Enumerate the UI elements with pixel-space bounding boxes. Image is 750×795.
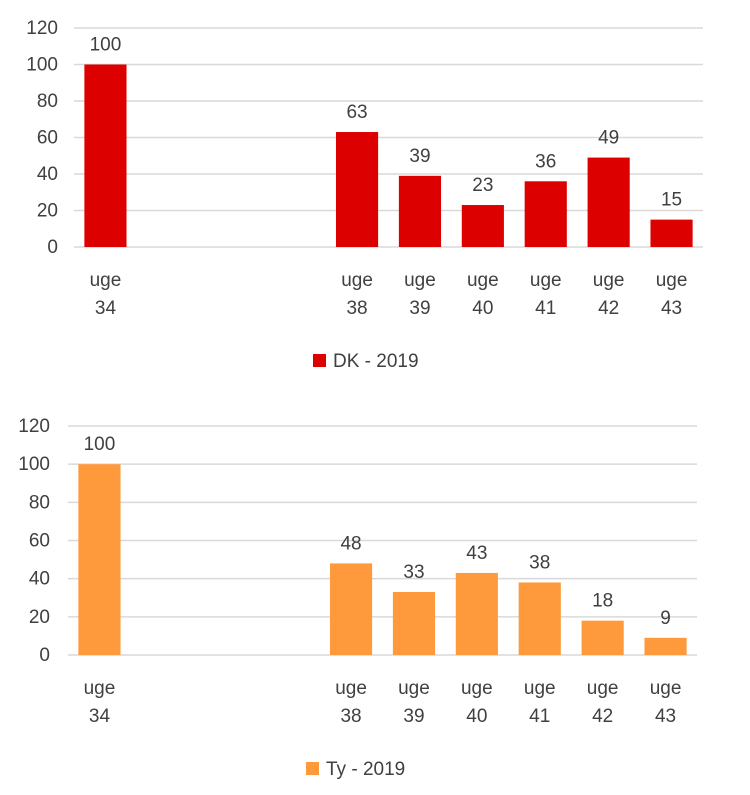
y-tick-label: 80: [37, 91, 58, 112]
y-tick-label: 40: [37, 164, 58, 185]
x-category-label: 39: [409, 298, 430, 319]
y-tick-label: 100: [26, 55, 58, 76]
x-category-label: uge: [90, 270, 122, 291]
x-category-label: 40: [466, 706, 487, 727]
y-tick-label: 0: [47, 237, 58, 258]
bar: [581, 620, 624, 655]
y-tick-label: 60: [37, 128, 58, 149]
bar: [587, 157, 630, 247]
x-category-label: uge: [335, 678, 367, 699]
data-label: 9: [660, 608, 671, 629]
y-tick-label: 120: [18, 416, 50, 437]
data-label: 63: [346, 102, 367, 123]
legend-label: DK - 2019: [333, 351, 419, 372]
x-category-label: uge: [84, 678, 116, 699]
x-category-label: uge: [398, 678, 430, 699]
bar: [455, 572, 498, 655]
x-category-label: uge: [404, 270, 436, 291]
x-category-label: uge: [530, 270, 562, 291]
bar: [461, 205, 504, 247]
x-category-label: 38: [346, 298, 367, 319]
legend-swatch: [313, 354, 326, 367]
data-label: 100: [90, 35, 122, 56]
x-category-label: uge: [593, 270, 625, 291]
data-label: 33: [403, 562, 424, 583]
bar: [644, 637, 687, 655]
data-label: 48: [340, 533, 361, 554]
ty-2019-chart: 0 20 40 60 80 100 120 100 uge 34 48 uge 38 33 uge 39 43 u…: [18, 416, 697, 780]
data-label: 49: [598, 128, 619, 149]
y-tick-label: 120: [26, 18, 58, 39]
bar: [329, 563, 373, 655]
bar: [392, 592, 436, 655]
x-category-label: 39: [403, 706, 424, 727]
data-label: 38: [529, 552, 550, 573]
data-label: 36: [535, 151, 556, 172]
x-category-label: uge: [656, 270, 688, 291]
x-category-label: 41: [535, 298, 556, 319]
bar: [78, 464, 121, 655]
x-category-label: 40: [472, 298, 493, 319]
data-label: 100: [84, 434, 116, 455]
x-category-label: uge: [467, 270, 499, 291]
bar: [524, 181, 567, 247]
x-category-label: 38: [340, 706, 361, 727]
dk-2019-chart: 0 20 40 60 80 100 120 100 uge 34 63 uge 38 39 uge 39 23 u…: [26, 18, 703, 372]
x-category-label: 42: [592, 706, 613, 727]
y-tick-label: 20: [29, 607, 50, 628]
x-category-label: 34: [95, 298, 117, 319]
bar: [518, 582, 561, 655]
bar: [650, 219, 693, 247]
data-label: 18: [592, 591, 613, 612]
data-label: 43: [466, 543, 487, 564]
bar: [398, 175, 442, 247]
x-category-label: uge: [587, 678, 619, 699]
y-tick-label: 20: [37, 201, 58, 222]
bar: [335, 132, 379, 247]
legend-label: Ty - 2019: [326, 759, 405, 780]
legend-swatch: [306, 762, 319, 775]
x-category-label: 34: [89, 706, 111, 727]
y-tick-label: 60: [29, 531, 50, 552]
data-label: 23: [472, 175, 493, 196]
x-category-label: uge: [341, 270, 373, 291]
data-label: 15: [661, 190, 682, 211]
y-tick-label: 0: [39, 645, 50, 666]
x-category-label: uge: [650, 678, 682, 699]
y-tick-label: 80: [29, 492, 50, 513]
y-tick-label: 40: [29, 569, 50, 590]
x-category-label: 42: [598, 298, 619, 319]
y-tick-label: 100: [18, 454, 50, 475]
x-category-label: 43: [655, 706, 676, 727]
bar: [84, 64, 127, 247]
x-category-label: uge: [524, 678, 556, 699]
x-category-label: 43: [661, 298, 682, 319]
data-label: 39: [409, 146, 430, 167]
x-category-label: 41: [529, 706, 550, 727]
x-category-label: uge: [461, 678, 493, 699]
